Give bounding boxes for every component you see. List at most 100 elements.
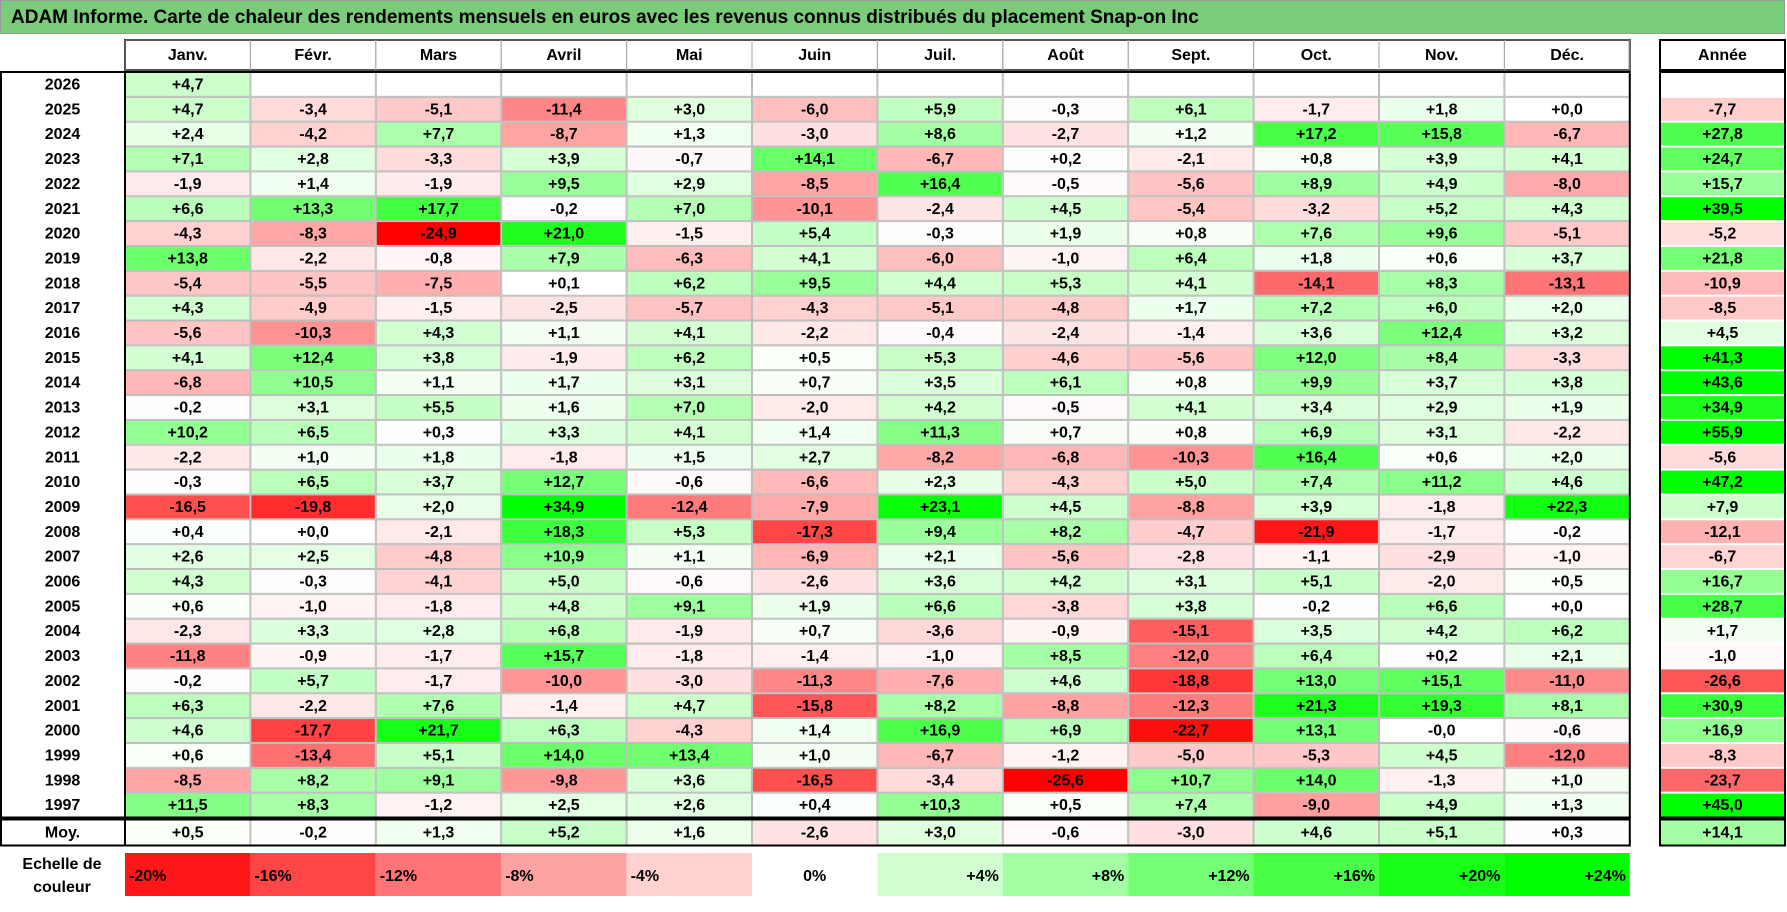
annual-cell-value: -1,0 <box>1709 648 1737 665</box>
heatmap-cell <box>626 668 752 694</box>
heatmap-cell-value: +4,4 <box>924 275 956 292</box>
heatmap-cell-value: +0,5 <box>1050 797 1082 814</box>
heatmap-cell <box>1253 444 1379 470</box>
heatmap-cell-value: +4,2 <box>1050 574 1082 591</box>
heatmap-cell-value: +6,2 <box>1551 623 1583 640</box>
heatmap-cell <box>752 444 878 470</box>
average-cell <box>626 819 752 846</box>
heatmap-cell-value: +3,2 <box>1551 325 1583 342</box>
heatmap-cell <box>501 593 627 619</box>
heatmap-cell-value: +5,3 <box>1050 275 1082 292</box>
heatmap-cell-value: -1,4 <box>1177 325 1205 342</box>
average-cell <box>752 819 878 846</box>
heatmap-cell-value: +4,1 <box>1175 400 1207 417</box>
heatmap-cell-value: -1,8 <box>1428 499 1456 516</box>
heatmap-cell <box>877 221 1003 246</box>
heatmap-cell-value: +4,1 <box>799 250 831 267</box>
heatmap-cell <box>752 72 878 97</box>
heatmap-cell-value: -4,3 <box>174 226 202 243</box>
heatmap-cell <box>1379 121 1505 147</box>
heatmap-cell <box>501 295 627 321</box>
annual-cell-value: -10,9 <box>1704 275 1741 292</box>
year-label: 2003 <box>45 648 81 665</box>
annual-cell-value: +28,7 <box>1702 598 1743 615</box>
heatmap-cell <box>752 693 878 719</box>
heatmap-cell <box>877 245 1003 271</box>
heatmap-cell-value: -1,0 <box>1052 250 1080 267</box>
heatmap-cell-value: -1,0 <box>926 648 954 665</box>
average-cell-value: +5,1 <box>1426 825 1458 842</box>
average-cell-value: +1,6 <box>674 825 706 842</box>
heatmap-cell-value: -8,7 <box>550 126 578 143</box>
heatmap-cell <box>501 469 627 495</box>
heatmap-cell-value: +7,6 <box>423 698 455 715</box>
heatmap-cell <box>1253 270 1379 296</box>
heatmap-cell <box>1002 295 1129 321</box>
annual-cell-value: +27,8 <box>1702 126 1743 143</box>
heatmap-cell-value: +6,6 <box>924 598 956 615</box>
heatmap-cell <box>1002 544 1129 570</box>
heatmap-cell <box>1002 444 1129 470</box>
heatmap-cell-value: -17,3 <box>796 524 833 541</box>
heatmap-cell-value: -12,0 <box>1549 747 1586 764</box>
heatmap-cell-value: +7,4 <box>1301 474 1333 491</box>
scale-swatch <box>375 853 502 896</box>
heatmap-cell <box>375 494 502 520</box>
annual-cell-value: +30,9 <box>1702 698 1743 715</box>
heatmap-cell-value: +6,5 <box>297 474 329 491</box>
heatmap-cell <box>752 245 878 271</box>
heatmap-cell-value: +0,6 <box>172 598 204 615</box>
heatmap-cell <box>877 370 1003 396</box>
heatmap-cell <box>1379 345 1505 371</box>
heatmap-cell <box>752 96 878 122</box>
heatmap-cell <box>1128 295 1254 321</box>
heatmap-cell-value: +6,0 <box>1426 300 1458 317</box>
heatmap-cell <box>250 345 376 371</box>
heatmap-cell-value: +1,4 <box>799 424 831 441</box>
heatmap-cell-value: -6,0 <box>801 101 829 118</box>
annual-cell-value: +16,7 <box>1702 574 1743 591</box>
heatmap-cell <box>1253 593 1379 619</box>
heatmap-cell-value: -5,4 <box>174 275 202 292</box>
heatmap-cell <box>501 171 627 197</box>
heatmap-cell-value: +0,8 <box>1175 424 1207 441</box>
heatmap-cell-value: +4,3 <box>423 325 455 342</box>
heatmap-cell <box>1379 444 1505 470</box>
heatmap-cell <box>1253 395 1379 420</box>
heatmap-cell-value: -0,6 <box>1553 723 1581 740</box>
heatmap-cell-value: -1,7 <box>425 648 453 665</box>
heatmap-cell-value: -5,3 <box>1303 747 1331 764</box>
year-label: 2022 <box>45 176 81 193</box>
heatmap-cell <box>250 96 376 122</box>
average-cell-value: -0,6 <box>1052 825 1080 842</box>
heatmap-cell <box>752 270 878 296</box>
heatmap-cell-value: +8,2 <box>924 698 956 715</box>
heatmap-cell <box>501 618 627 644</box>
heatmap-cell-value: +5,7 <box>297 673 329 690</box>
month-header-label: Févr. <box>294 47 331 64</box>
heatmap-cell-value: -5,6 <box>1177 350 1205 367</box>
title-bar: ADAM Informe. Carte de chaleur des rende… <box>0 0 1785 34</box>
heatmap-cell-value: -2,2 <box>1553 424 1581 441</box>
scale-swatch <box>1504 853 1630 896</box>
heatmap-cell-value: +2,7 <box>799 449 831 466</box>
annual-cell-value: +45,0 <box>1702 797 1743 814</box>
annual-cell-value: +16,9 <box>1702 723 1743 740</box>
heatmap-cell-value: +6,6 <box>172 201 204 218</box>
heatmap-cell-value: +9,1 <box>674 598 706 615</box>
heatmap-cell-value: +8,2 <box>297 772 329 789</box>
heatmap-cell-value: -7,6 <box>926 673 954 690</box>
heatmap-cell <box>626 569 752 594</box>
heatmap-cell-value: -14,1 <box>1298 275 1335 292</box>
heatmap-cell <box>877 444 1003 470</box>
heatmap-cell-value: -11,0 <box>1549 673 1585 690</box>
heatmap-cell-value: +0,7 <box>1050 424 1082 441</box>
heatmap-cell <box>1128 494 1254 520</box>
heatmap-cell <box>1002 196 1129 222</box>
heatmap-cell-value: +7,2 <box>1301 300 1333 317</box>
heatmap-cell <box>1002 345 1129 371</box>
heatmap-cell <box>1253 370 1379 396</box>
average-cell-value: -2,6 <box>801 825 829 842</box>
heatmap-cell-value: -8,5 <box>174 772 202 789</box>
